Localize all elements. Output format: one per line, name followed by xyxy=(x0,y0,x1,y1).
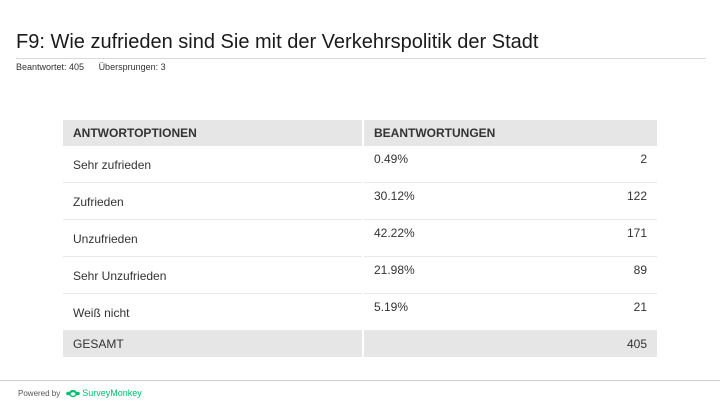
header-answer-options: ANTWORTOPTIONEN xyxy=(63,120,362,146)
answer-percent: 30.12% xyxy=(364,182,541,220)
answer-count: 171 xyxy=(540,219,657,257)
footer: Powered by SurveyMonkey xyxy=(18,388,142,398)
answered-count: Beantwortet: 405 xyxy=(16,62,85,72)
powered-by-label: Powered by xyxy=(18,388,61,398)
total-count: 405 xyxy=(540,330,657,357)
answer-count: 2 xyxy=(540,146,657,183)
answer-percent: 21.98% xyxy=(364,256,541,294)
answer-option: Unzufrieden xyxy=(63,219,362,257)
answer-count: 89 xyxy=(540,256,657,294)
response-stats: Beantwortet: 405 Übersprungen: 3 xyxy=(16,62,166,72)
table-row: Weiß nicht 5.19% 21 xyxy=(63,293,657,331)
answer-percent: 0.49% xyxy=(364,146,541,183)
header-responses: BEANTWORTUNGEN xyxy=(364,120,657,146)
answer-option: Weiß nicht xyxy=(63,293,362,331)
total-row: GESAMT 405 xyxy=(63,330,657,357)
total-label: GESAMT xyxy=(63,330,362,357)
table-header-row: ANTWORTOPTIONEN BEANTWORTUNGEN xyxy=(63,120,657,146)
brand-name: SurveyMonkey xyxy=(82,388,142,398)
answer-option: Zufrieden xyxy=(63,182,362,220)
answer-count: 21 xyxy=(540,293,657,331)
table-row: Zufrieden 30.12% 122 xyxy=(63,182,657,220)
table-row: Unzufrieden 42.22% 171 xyxy=(63,219,657,257)
table-row: Sehr zufrieden 0.49% 2 xyxy=(63,146,657,183)
answer-option: Sehr Unzufrieden xyxy=(63,256,362,294)
surveymonkey-logo[interactable]: SurveyMonkey xyxy=(66,388,142,398)
table-row: Sehr Unzufrieden 21.98% 89 xyxy=(63,256,657,294)
answer-count: 122 xyxy=(540,182,657,220)
answer-percent: 5.19% xyxy=(364,293,541,331)
footer-divider xyxy=(0,380,720,381)
skipped-count: Übersprungen: 3 xyxy=(98,62,166,72)
answer-percent: 42.22% xyxy=(364,219,541,257)
title-divider xyxy=(16,58,706,59)
surveymonkey-logo-icon xyxy=(66,389,81,397)
question-title: F9: Wie zufrieden sind Sie mit der Verke… xyxy=(16,31,539,53)
answer-option: Sehr zufrieden xyxy=(63,146,362,183)
results-table: ANTWORTOPTIONEN BEANTWORTUNGEN Sehr zufr… xyxy=(63,120,657,357)
